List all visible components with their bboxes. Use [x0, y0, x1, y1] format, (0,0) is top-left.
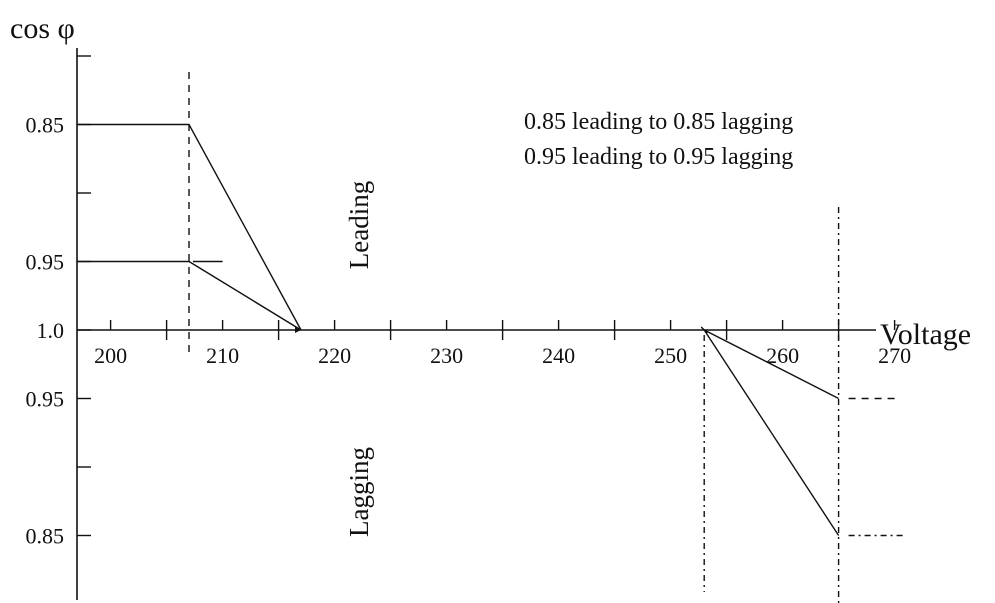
series-layer: [77, 123, 840, 536]
y-axis-title: cos φ: [10, 12, 75, 45]
x-tick-label: 220: [318, 343, 351, 368]
x-tick-label: 200: [94, 343, 127, 368]
axis-ticks: 200 210 220 230 240 250 260 2700.850.951.00.950…: [26, 55, 911, 549]
series-line-0: [77, 123, 302, 331]
x-tick-label: 240: [542, 343, 575, 368]
y-tick-label-lagging: 0.85: [26, 524, 65, 549]
reference-lines: [188, 72, 906, 603]
annotation-095: 0.95 leading to 0.95 lagging: [524, 144, 793, 170]
y-tick-label-leading: 0.95: [26, 250, 65, 275]
y-tick-label-lagging: 0.95: [26, 387, 65, 412]
series-line-3: [703, 329, 840, 536]
x-tick-label: 270: [878, 343, 911, 368]
x-tick-label: 230: [430, 343, 463, 368]
series-line-1: [77, 260, 302, 331]
y-tick-label-leading: 0.85: [26, 113, 65, 138]
x-tick-label: 250: [654, 343, 687, 368]
lagging-zone-label: Lagging: [344, 447, 374, 537]
x-axis-title: Voltage: [880, 318, 971, 351]
junction-mark: [700, 326, 708, 334]
leading-zone-label: Leading: [344, 181, 374, 269]
arrow-marker: [295, 327, 301, 333]
annotation-085: 0.85 leading to 0.85 lagging: [524, 109, 793, 135]
x-tick-label: 210: [206, 343, 239, 368]
series-line-2: [703, 329, 839, 400]
y-tick-label-leading: 1.0: [37, 318, 65, 343]
